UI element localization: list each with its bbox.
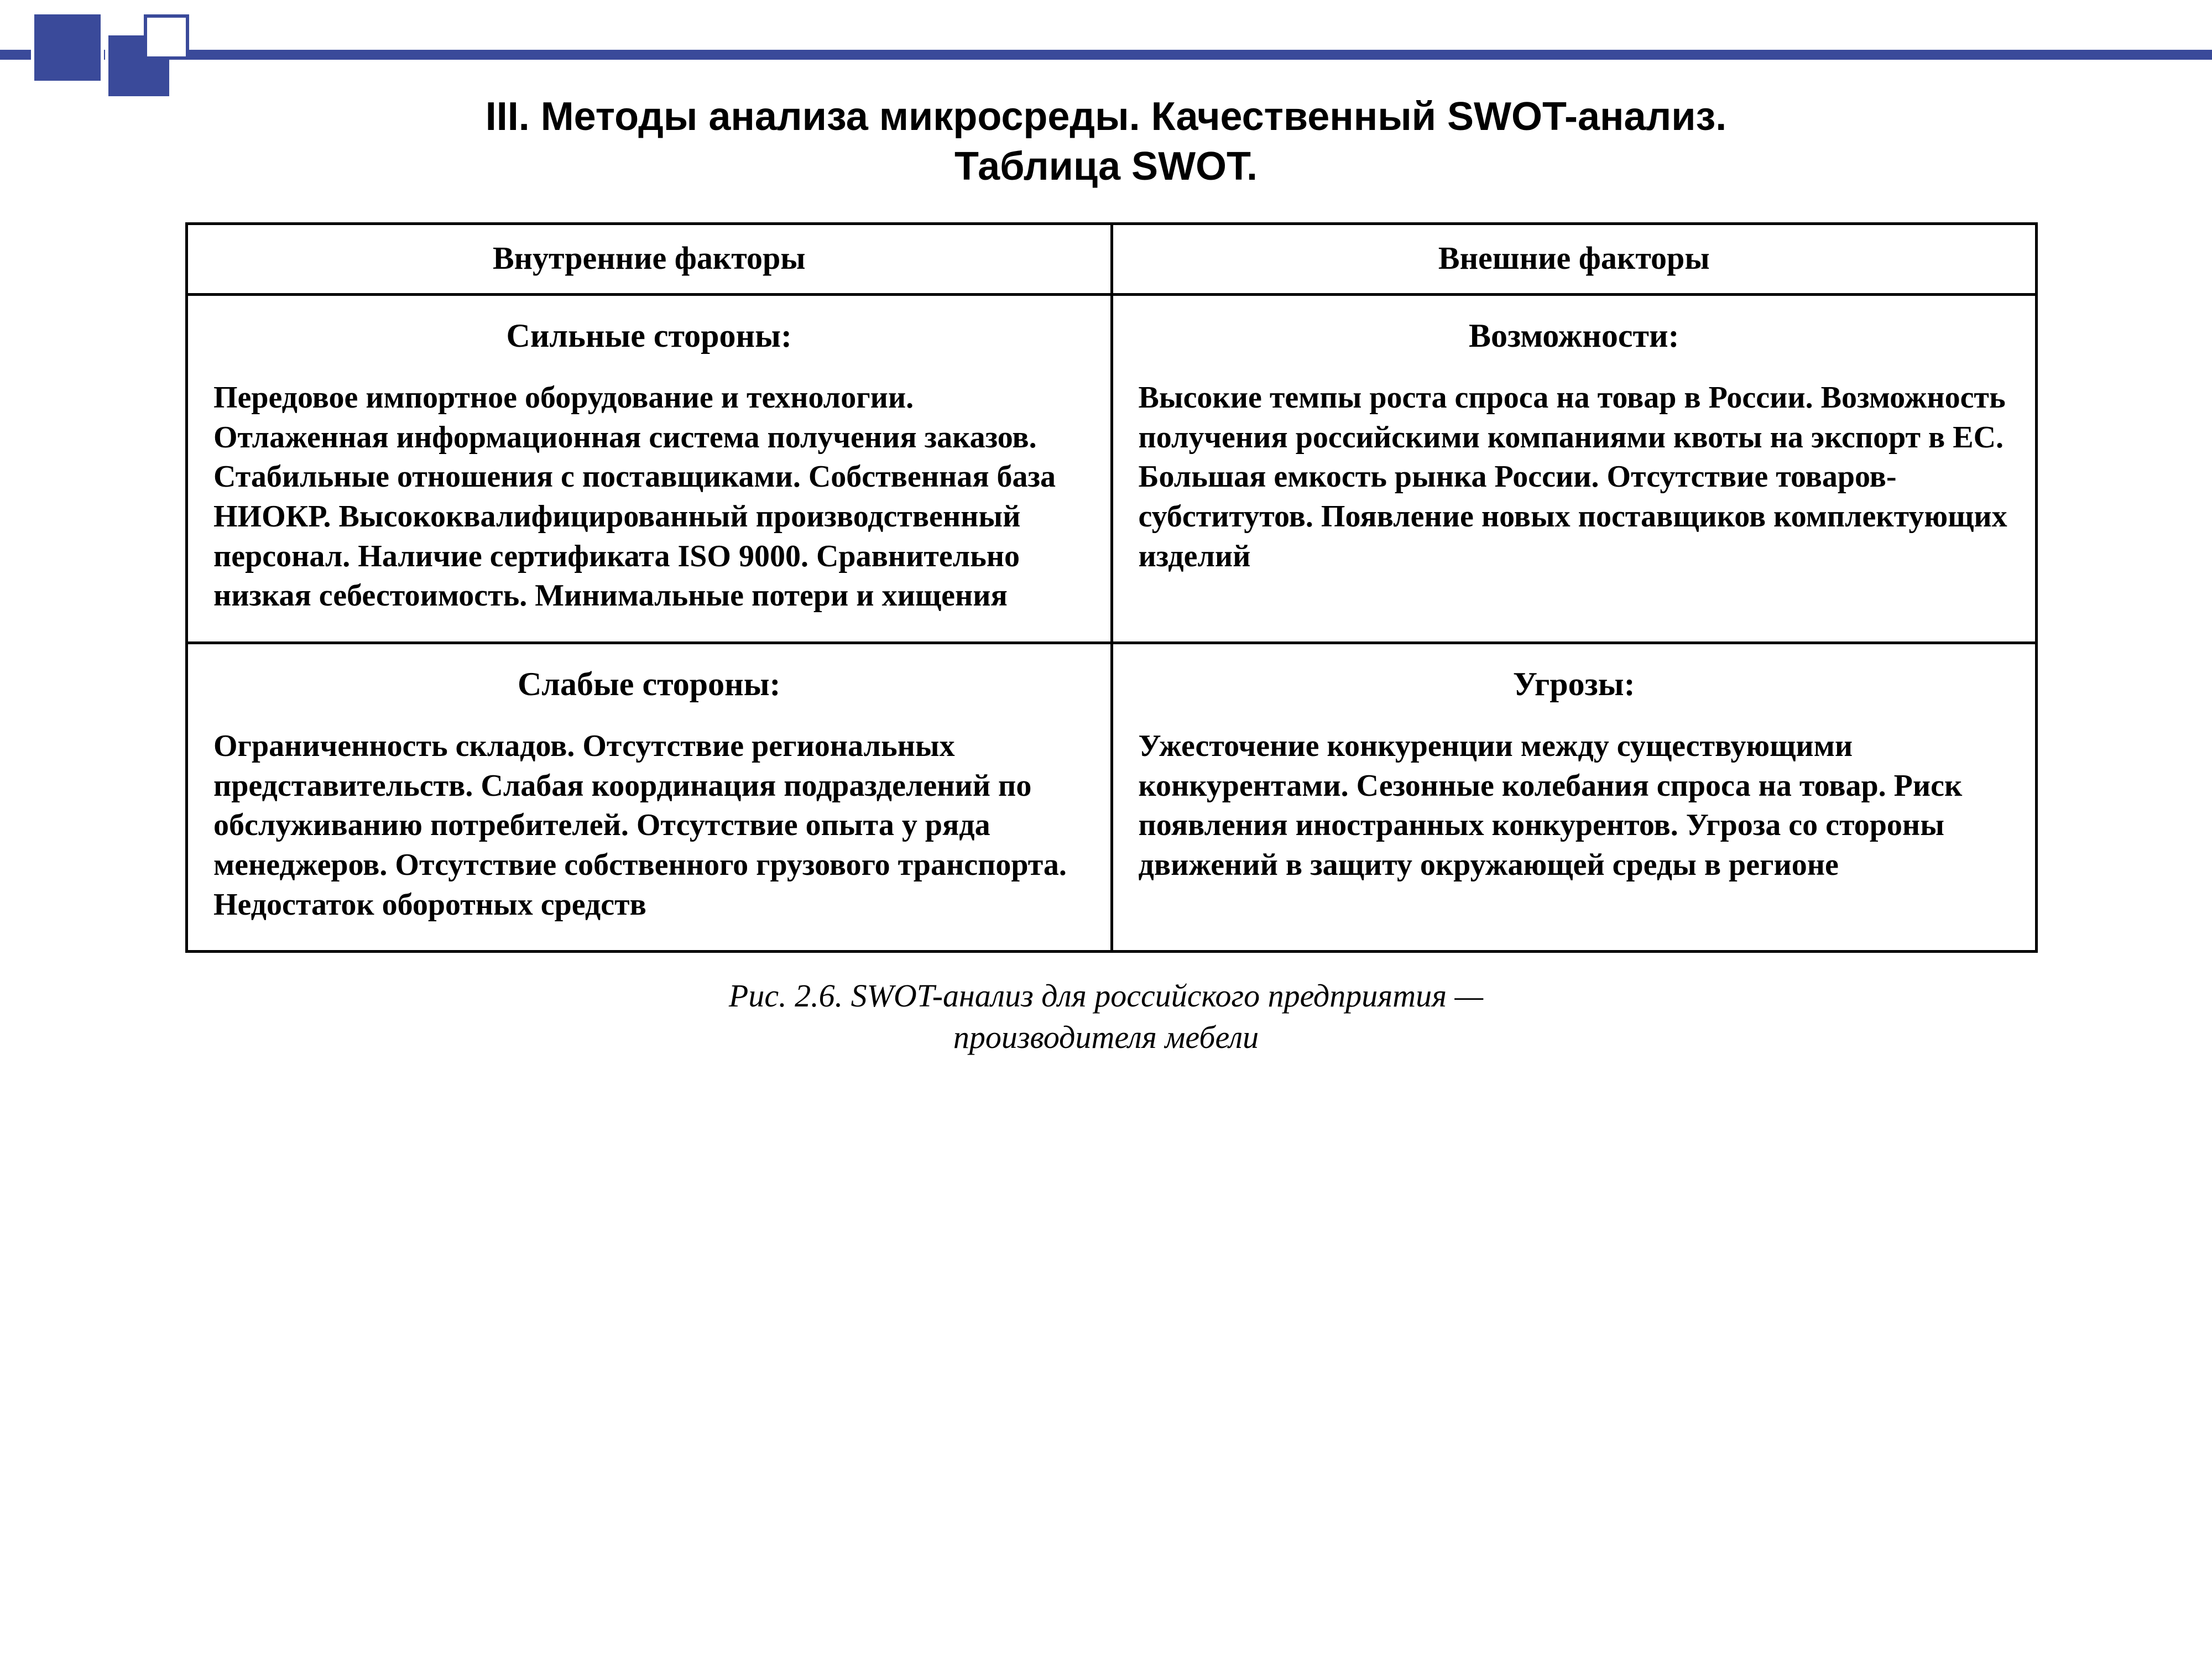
table-row: Слабые стороны: Ограниченность складов. … xyxy=(187,643,2037,952)
cell-threats: Угрозы: Ужесточение конкуренции между су… xyxy=(1112,643,2037,952)
col-header-external: Внешние факторы xyxy=(1112,224,2037,295)
table-header-row: Внутренние факторы Внешние факторы xyxy=(187,224,2037,295)
cell-heading: Возможности: xyxy=(1139,317,2010,355)
decor-square-icon xyxy=(31,11,104,84)
cell-weaknesses: Слабые стороны: Ограниченность складов. … xyxy=(187,643,1112,952)
title-line-2: Таблица SWOT. xyxy=(0,142,2212,191)
caption-line-1: Рис. 2.6. SWOT-анализ для российского пр… xyxy=(0,975,2212,1016)
swot-table: Внутренние факторы Внешние факторы Сильн… xyxy=(185,222,2038,953)
figure-caption: Рис. 2.6. SWOT-анализ для российского пр… xyxy=(0,975,2212,1058)
swot-table-container: Внутренние факторы Внешние факторы Сильн… xyxy=(185,222,2038,953)
cell-body: Ограниченность складов. Отсутствие регио… xyxy=(213,727,1085,925)
cell-heading: Угрозы: xyxy=(1139,665,2010,703)
slide: III. Методы анализа микросреды. Качестве… xyxy=(0,0,2212,1659)
caption-line-2: производителя мебели xyxy=(0,1016,2212,1058)
col-header-internal: Внутренние факторы xyxy=(187,224,1112,295)
slide-title: III. Методы анализа микросреды. Качестве… xyxy=(0,92,2212,191)
decor-square-icon xyxy=(144,14,189,60)
cell-strengths: Сильные стороны: Передовое импортное обо… xyxy=(187,295,1112,643)
decor-bar xyxy=(0,50,2212,60)
cell-body: Ужесточение конкуренции между существующ… xyxy=(1139,727,2010,885)
cell-heading: Слабые стороны: xyxy=(213,665,1085,703)
cell-body: Высокие темпы роста спроса на товар в Ро… xyxy=(1139,378,2010,576)
cell-body: Передовое импортное оборудование и техно… xyxy=(213,378,1085,616)
table-row: Сильные стороны: Передовое импортное обо… xyxy=(187,295,2037,643)
cell-opportunities: Возможности: Высокие темпы роста спроса … xyxy=(1112,295,2037,643)
title-line-1: III. Методы анализа микросреды. Качестве… xyxy=(0,92,2212,142)
cell-heading: Сильные стороны: xyxy=(213,317,1085,355)
